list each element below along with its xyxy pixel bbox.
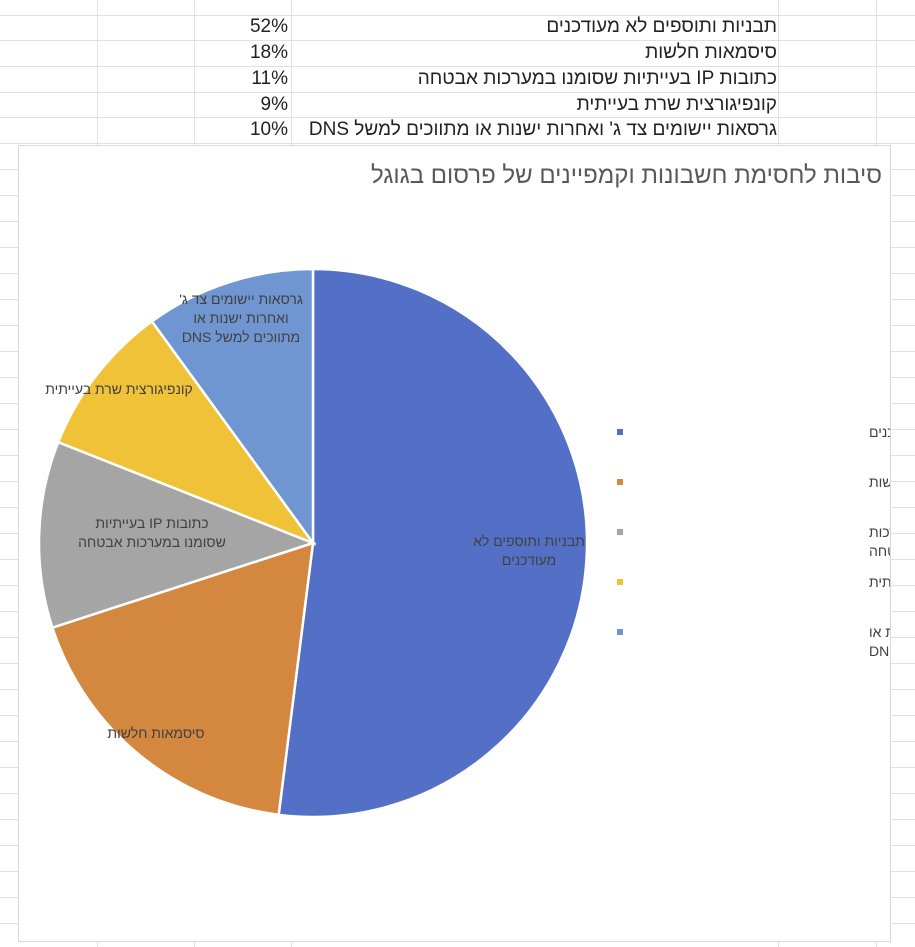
table-percent-cell[interactable]: 9%	[260, 94, 288, 115]
legend-marker	[617, 479, 623, 485]
legend-marker	[617, 429, 623, 435]
legend-label: גרסאות יישומים צד ג' ואחרות ישנות אומתוו…	[869, 624, 890, 659]
pie-slice[interactable]	[37, 440, 317, 630]
slice-data-label: תבניות ותוספים לא מעודכנים	[473, 533, 585, 568]
table-label-cell[interactable]: סיסמאות חלשות	[645, 42, 777, 63]
legend-item[interactable]: תבניות ותוספים לא מעודכנים	[617, 424, 890, 440]
pie-slice[interactable]	[50, 541, 315, 817]
table-label-cell[interactable]: קונפיגורצית שרת בעייתית	[576, 94, 777, 115]
legend-label: תבניות ותוספים לא מעודכנים	[869, 424, 890, 440]
table-percent-cell[interactable]: 11%	[251, 68, 288, 89]
pie-slice[interactable]	[56, 319, 317, 546]
legend-label: סיסמאות חלשות	[869, 474, 890, 490]
table-label-cell[interactable]: תבניות ותוספים לא מעודכנים	[546, 16, 777, 37]
table-label-cell[interactable]: כתובות IP בעייתיות שסומנו במערכות אבטחה	[417, 68, 777, 89]
slice-data-label: כתובות IP בעייתיות שסומנו במערכות אבטחה	[78, 515, 226, 550]
legend-item[interactable]: סיסמאות חלשות	[617, 474, 890, 490]
slice-data-label: גרסאות יישומים צד ג' ואחרות ישנות או מתווכ…	[179, 291, 303, 345]
slice-data-label: סיסמאות חלשות	[107, 725, 204, 741]
table-percent-cell[interactable]: 18%	[249, 42, 288, 63]
table-percent-cell[interactable]: 10%	[249, 119, 288, 140]
legend-item[interactable]: גרסאות יישומים צד ג' ואחרות ישנות אומתוו…	[617, 624, 890, 659]
legend-marker	[617, 529, 623, 535]
legend-label: קונפיגורצית שרת בעייתית	[869, 574, 890, 590]
pie-slice[interactable]	[277, 267, 589, 819]
slice-data-label: קונפיגורצית שרת בעייתית	[45, 381, 193, 397]
table-percent-cell[interactable]: 52%	[249, 16, 288, 37]
table-label-cell[interactable]: גרסאות יישומים צד ג' ואחרות ישנות או מתו…	[308, 119, 777, 140]
legend-item[interactable]: קונפיגורצית שרת בעייתית	[617, 574, 890, 590]
pie-slice[interactable]	[150, 267, 315, 547]
legend-marker	[617, 629, 623, 635]
pie-chart-svg: תבניות ותוספים לא מעודכנים סיסמאות חלשות כת…	[37, 267, 890, 819]
pie-chart-object[interactable]: סיבות לחסימת חשבונות וקמפיינים של פרסום …	[18, 145, 891, 942]
chart-title: סיבות לחסימת חשבונות וקמפיינים של פרסום …	[370, 162, 882, 189]
legend-marker	[617, 579, 623, 585]
